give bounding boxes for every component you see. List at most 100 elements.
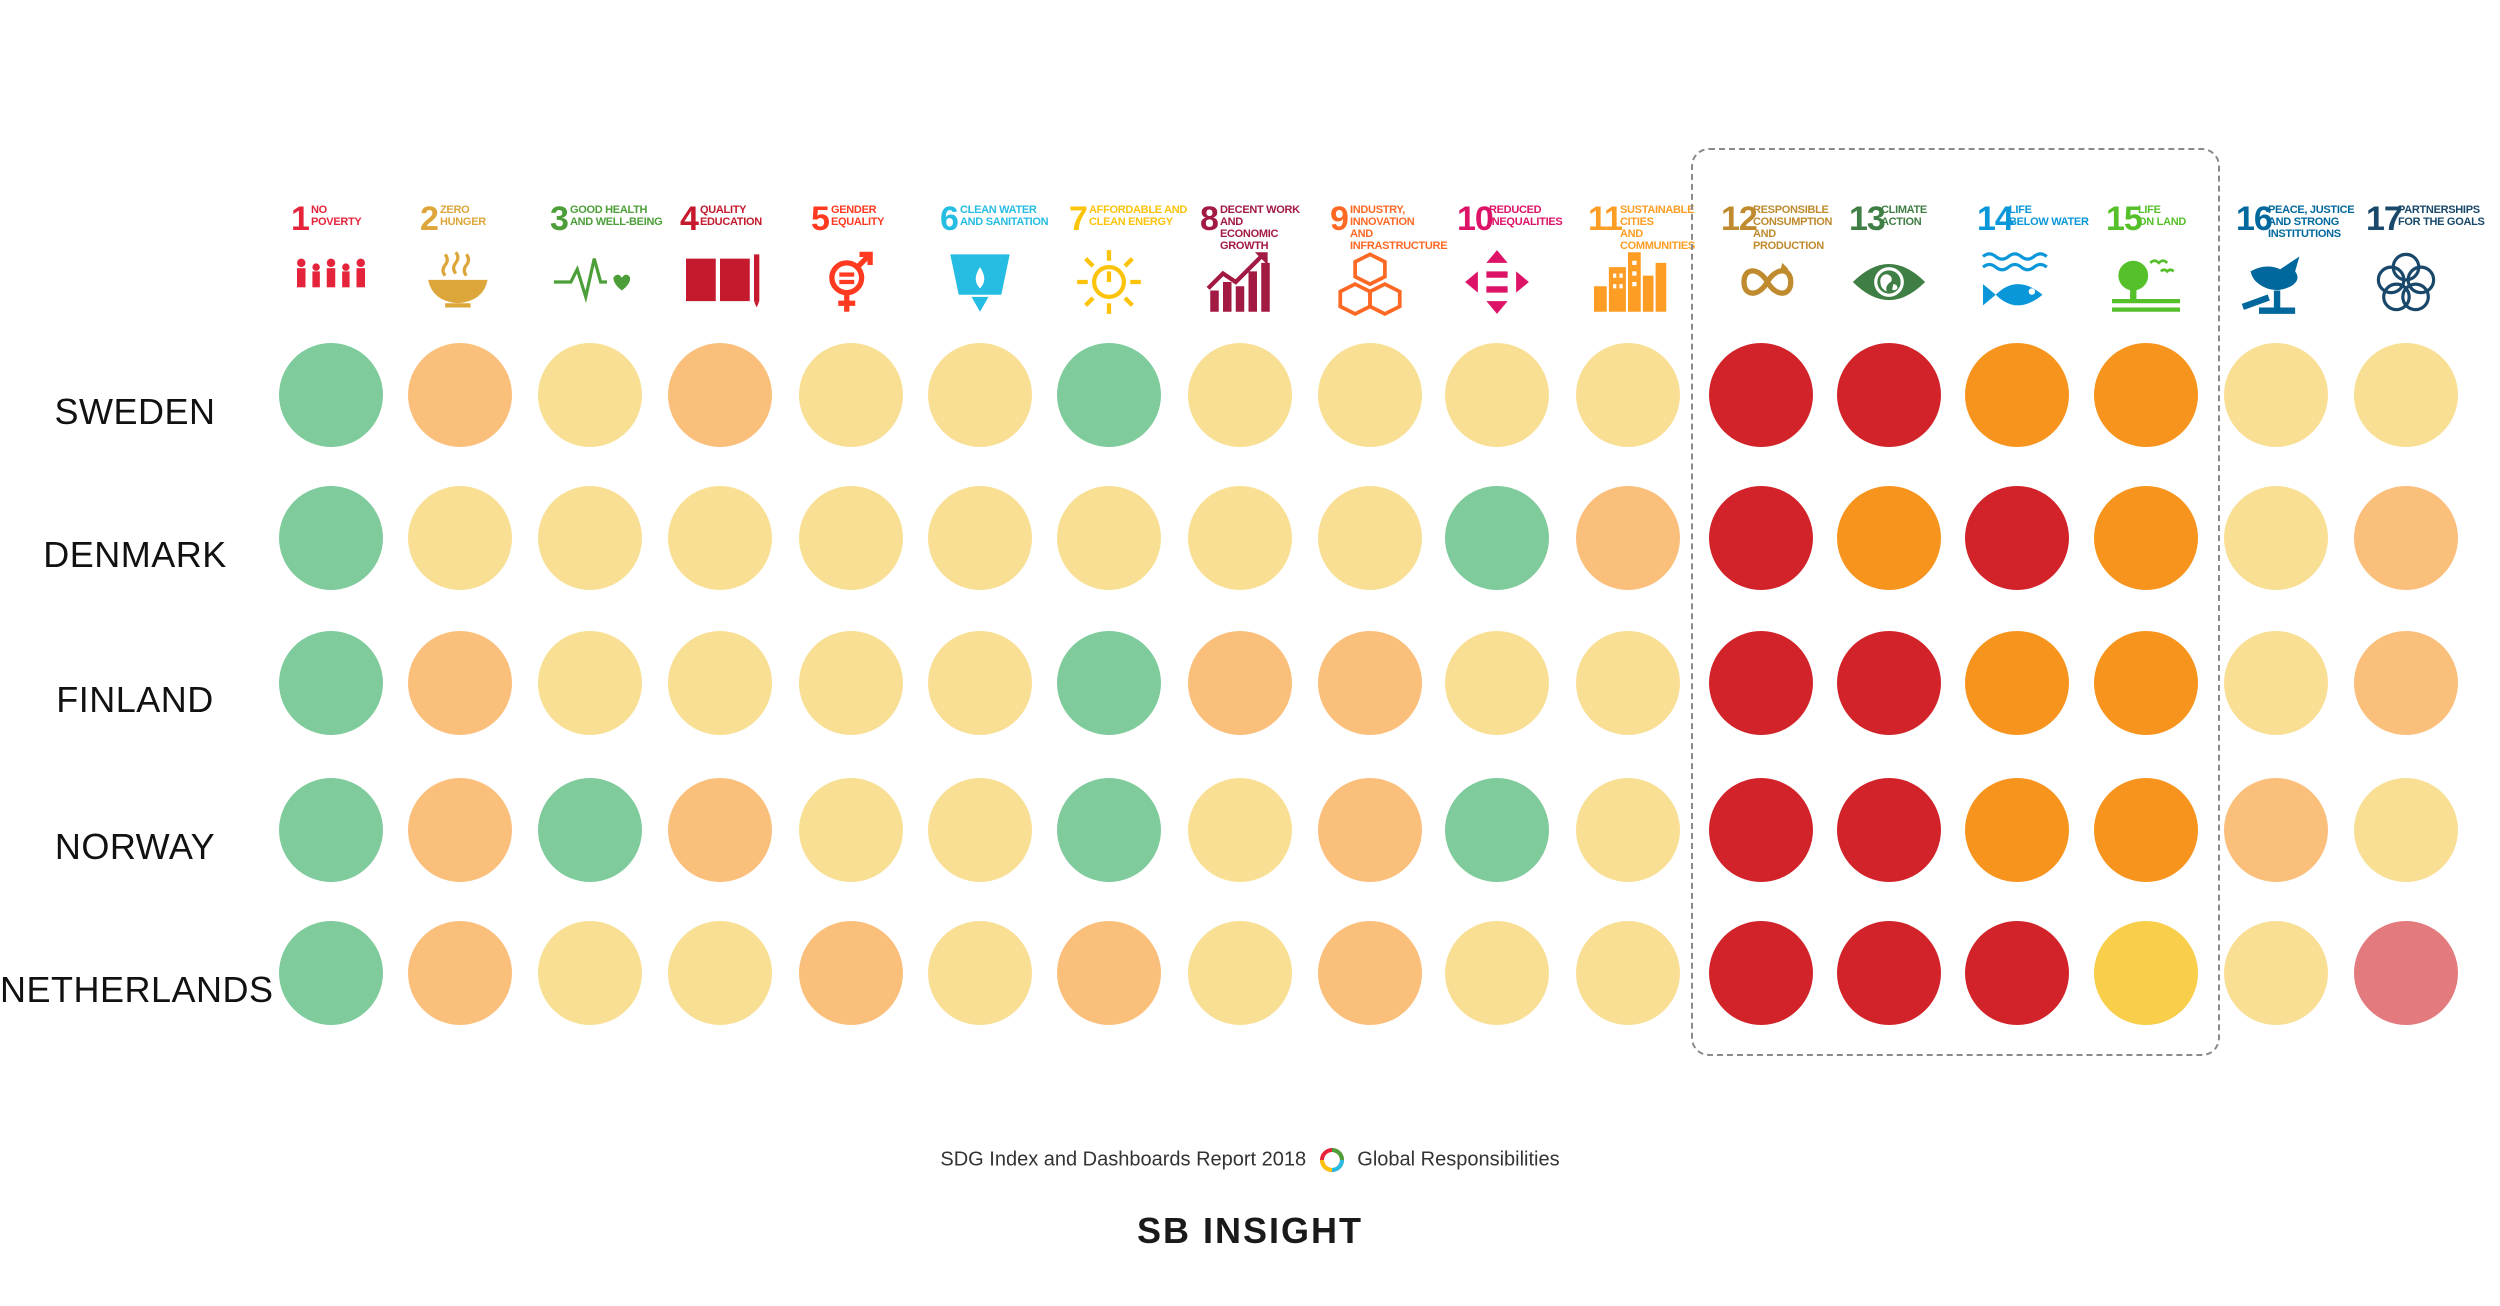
goal-number: 4	[680, 200, 699, 238]
rating-cell-finland-goal-4	[668, 631, 772, 735]
goal-number: 5	[811, 200, 830, 238]
rating-cell-norway-goal-4	[668, 778, 772, 882]
rating-cell-norway-goal-16	[2224, 778, 2328, 882]
goal-name: CLIMATE ACTION	[1881, 204, 1927, 228]
rating-cell-netherlands-goal-2	[408, 921, 512, 1025]
rating-cell-norway-goal-17	[2354, 778, 2458, 882]
water-drop-icon	[950, 254, 1010, 312]
rating-cell-denmark-goal-10	[1445, 486, 1549, 590]
goal-name: LIFE ON LAND	[2138, 204, 2187, 228]
rating-cell-finland-goal-14	[1965, 631, 2069, 735]
rating-cell-denmark-goal-2	[408, 486, 512, 590]
rating-cell-netherlands-goal-9	[1318, 921, 1422, 1025]
goal-name: CLEAN WATER AND SANITATION	[960, 204, 1049, 228]
goal-header-13: 13 CLIMATE ACTION	[1849, 190, 1969, 320]
partner-text: Global Responsibilities	[1357, 1148, 1560, 1171]
goal-name: LIFE BELOW WATER	[2009, 204, 2089, 228]
rating-cell-denmark-goal-13	[1837, 486, 1941, 590]
rating-cell-denmark-goal-17	[2354, 486, 2458, 590]
rating-cell-denmark-goal-7	[1057, 486, 1161, 590]
highlight-box	[1691, 148, 2220, 1056]
rating-cell-netherlands-goal-3	[538, 921, 642, 1025]
rating-cell-norway-goal-15	[2094, 778, 2198, 882]
rating-cell-netherlands-goal-17	[2354, 921, 2458, 1025]
rating-cell-norway-goal-12	[1709, 778, 1813, 882]
rating-cell-netherlands-goal-8	[1188, 921, 1292, 1025]
goal-name: PEACE, JUSTICE AND STRONG INSTITUTIONS	[2268, 204, 2355, 240]
rating-cell-norway-goal-1	[279, 778, 383, 882]
rating-cell-netherlands-goal-12	[1709, 921, 1813, 1025]
rating-cell-sweden-goal-10	[1445, 343, 1549, 447]
rating-cell-sweden-goal-5	[799, 343, 903, 447]
rating-cell-netherlands-goal-10	[1445, 921, 1549, 1025]
goal-number: 14	[1977, 200, 2014, 238]
rating-cell-sweden-goal-13	[1837, 343, 1941, 447]
people-icon	[297, 258, 365, 288]
bowl-icon	[428, 251, 488, 308]
goal-header-14: 14 LIFE BELOW WATER	[1977, 190, 2097, 320]
goal-header-5: 5 GENDER EQUALITY	[811, 190, 931, 320]
rating-cell-denmark-goal-12	[1709, 486, 1813, 590]
rings-icon	[2376, 252, 2436, 312]
goal-number: 11	[1588, 200, 1623, 238]
country-label-denmark: DENMARK	[43, 534, 227, 575]
goal-name: SUSTAINABLE CITIES AND COMMUNITIES	[1620, 204, 1695, 252]
goal-name: PARTNERSHIPS FOR THE GOALS	[2398, 204, 2485, 228]
rating-cell-netherlands-goal-6	[928, 921, 1032, 1025]
rating-cell-norway-goal-7	[1057, 778, 1161, 882]
rating-cell-sweden-goal-17	[2354, 343, 2458, 447]
rating-cell-sweden-goal-3	[538, 343, 642, 447]
rating-cell-finland-goal-3	[538, 631, 642, 735]
goal-number: 3	[550, 200, 569, 238]
rating-cell-sweden-goal-7	[1057, 343, 1161, 447]
goal-number: 1	[291, 200, 310, 238]
sun-power-icon	[1077, 250, 1141, 314]
goal-name: REDUCED INEQUALITIES	[1489, 204, 1563, 228]
rating-cell-sweden-goal-6	[928, 343, 1032, 447]
goal-number: 15	[2106, 200, 2143, 238]
rating-cell-denmark-goal-8	[1188, 486, 1292, 590]
rating-cell-denmark-goal-5	[799, 486, 903, 590]
rating-cell-sweden-goal-15	[2094, 343, 2198, 447]
goal-number: 17	[2366, 200, 2403, 238]
dove-gavel-icon	[2241, 256, 2300, 314]
brand-logo: SB INSIGHT	[1136, 1210, 1363, 1251]
rating-cell-finland-goal-15	[2094, 631, 2198, 735]
rating-cell-denmark-goal-15	[2094, 486, 2198, 590]
rating-cell-sweden-goal-1	[279, 343, 383, 447]
goal-name: GENDER EQUALITY	[831, 204, 885, 228]
goal-header-16: 16 PEACE, JUSTICE AND STRONG INSTITUTIONS	[2236, 190, 2356, 320]
goal-header-2: 2 ZERO HUNGER	[420, 190, 540, 320]
rating-cell-sweden-goal-14	[1965, 343, 2069, 447]
rating-cell-finland-goal-1	[279, 631, 383, 735]
rating-cell-norway-goal-2	[408, 778, 512, 882]
country-label-finland: FINLAND	[56, 679, 214, 720]
goal-number: 12	[1721, 200, 1758, 238]
rating-cell-netherlands-goal-16	[2224, 921, 2328, 1025]
goal-name: GOOD HEALTH AND WELL-BEING	[570, 204, 663, 228]
rating-cell-denmark-goal-6	[928, 486, 1032, 590]
rating-cell-netherlands-goal-1	[279, 921, 383, 1025]
rating-cell-denmark-goal-3	[538, 486, 642, 590]
rating-cell-netherlands-goal-15	[2094, 921, 2198, 1025]
rating-cell-denmark-goal-16	[2224, 486, 2328, 590]
rating-cell-netherlands-goal-14	[1965, 921, 2069, 1025]
goal-header-9: 9 INDUSTRY, INNOVATION AND INFRASTRUCTURE	[1330, 190, 1450, 320]
rating-cell-netherlands-goal-13	[1837, 921, 1941, 1025]
rating-cell-denmark-goal-1	[279, 486, 383, 590]
rating-cell-norway-goal-3	[538, 778, 642, 882]
growth-chart-icon	[1206, 252, 1270, 312]
rating-cell-netherlands-goal-5	[799, 921, 903, 1025]
goal-header-3: 3 GOOD HEALTH AND WELL-BEING	[550, 190, 670, 320]
rating-cell-netherlands-goal-11	[1576, 921, 1680, 1025]
eye-globe-icon	[1852, 263, 1926, 301]
goal-header-6: 6 CLEAN WATER AND SANITATION	[940, 190, 1060, 320]
rating-cell-finland-goal-2	[408, 631, 512, 735]
goal-header-4: 4 QUALITY EDUCATION	[680, 190, 800, 320]
goal-name: RESPONSIBLE CONSUMPTION AND PRODUCTION	[1753, 204, 1833, 252]
rating-cell-netherlands-goal-4	[668, 921, 772, 1025]
sdg-wheel-icon	[1319, 1148, 1344, 1172]
rating-cell-finland-goal-16	[2224, 631, 2328, 735]
rating-cell-sweden-goal-16	[2224, 343, 2328, 447]
rating-cell-sweden-goal-8	[1188, 343, 1292, 447]
